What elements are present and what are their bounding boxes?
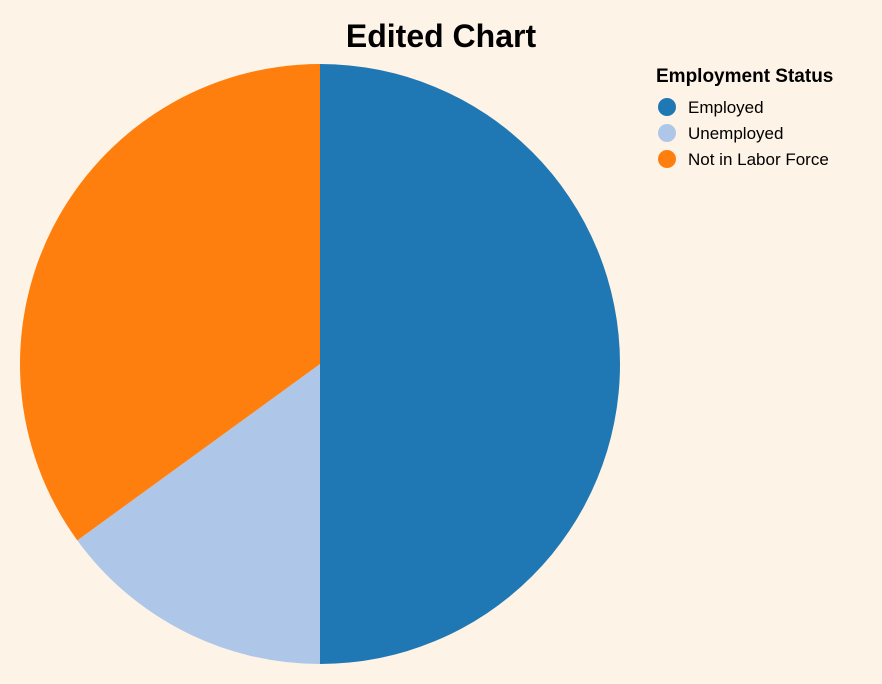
legend-title: Employment Status [656,66,833,87]
legend-label-unemployed: Unemployed [688,124,783,143]
legend-label-employed: Employed [688,98,764,117]
legend-label-not-in-labor-force: Not in Labor Force [688,150,829,169]
pie-slice-employed [320,64,620,664]
legend: Employment Status Employed Unemployed Not … [656,66,833,169]
chart-title: Edited Chart [346,18,537,54]
legend-swatch-employed [658,98,676,116]
legend-swatch-unemployed [658,124,676,142]
pie-slice-unemployed [77,364,320,664]
legend-swatch-not-in-labor-force [658,150,676,168]
pie-slice-not-in-labor-force [19,63,320,541]
pie-slices [19,63,620,664]
legend-items: Employed Unemployed Not in Labor Force [658,98,829,169]
